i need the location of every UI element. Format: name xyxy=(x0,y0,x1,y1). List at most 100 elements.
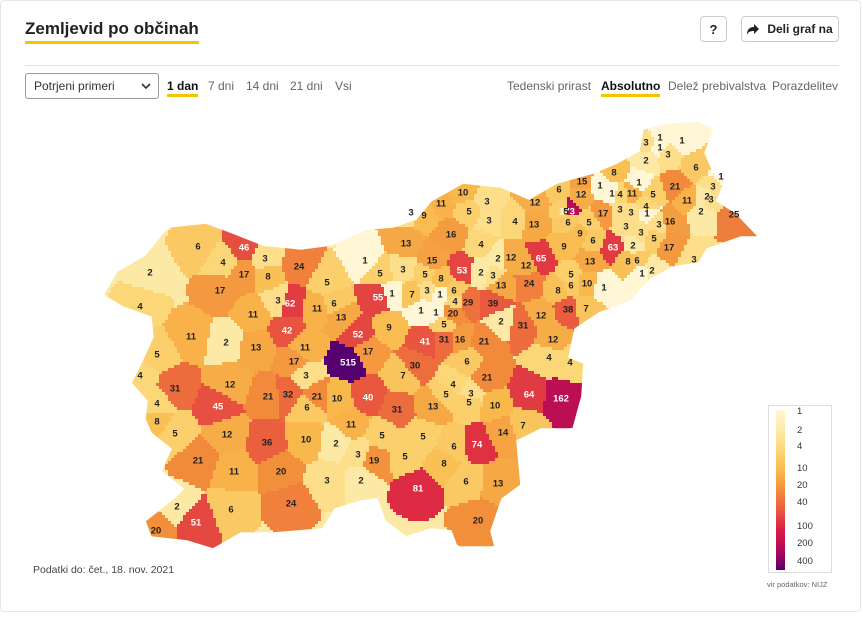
municipality-cell xyxy=(150,155,154,159)
view-tab-absolutno[interactable]: Absolutno xyxy=(601,79,661,97)
municipality-cell xyxy=(501,116,504,119)
municipality-cell xyxy=(129,140,133,144)
municipality-cell xyxy=(114,116,117,119)
municipality-cell xyxy=(138,137,142,141)
municipality-cell xyxy=(735,170,739,174)
municipality-cell xyxy=(246,143,250,147)
municipality-cell xyxy=(324,125,328,129)
municipality-cell xyxy=(177,121,181,123)
municipality-cell xyxy=(243,121,247,123)
municipality-cell xyxy=(162,176,166,180)
municipality-cell xyxy=(699,158,703,162)
period-tab-14-dni[interactable]: 14 dni xyxy=(246,79,279,93)
municipality-cell xyxy=(177,146,181,150)
municipality-cell xyxy=(96,140,99,143)
view-tab-porazdelitev[interactable]: Porazdelitev xyxy=(772,79,838,93)
municipality-cell xyxy=(546,116,549,119)
municipality-cell xyxy=(702,164,706,168)
municipality-cell xyxy=(387,128,391,132)
municipality-cell xyxy=(339,116,342,119)
municipality-cell xyxy=(450,161,454,165)
municipality-cell xyxy=(561,121,565,123)
municipality-cell xyxy=(111,182,115,186)
municipality-cell xyxy=(201,134,205,138)
municipality-cell xyxy=(243,137,247,141)
municipality-cell xyxy=(501,155,505,159)
municipality-cell xyxy=(387,161,391,165)
municipality-cell xyxy=(381,140,385,144)
municipality-cell xyxy=(138,173,142,177)
municipality-cell xyxy=(420,131,424,135)
period-tab-21-dni[interactable]: 21 dni xyxy=(290,79,323,93)
municipality-cell xyxy=(261,137,265,141)
municipality-cell xyxy=(447,152,451,156)
municipality-cell xyxy=(366,167,370,171)
municipality-cell xyxy=(735,149,739,153)
municipality-cell xyxy=(699,131,703,135)
municipality-cell xyxy=(150,179,154,183)
municipality-cell xyxy=(693,122,697,126)
municipality-cell xyxy=(351,161,355,165)
municipality-cell xyxy=(204,128,208,132)
metric-select[interactable]: Potrjeni primeri xyxy=(25,73,159,99)
municipality-cell xyxy=(393,167,397,171)
municipality-cell xyxy=(198,125,202,129)
municipality-cell xyxy=(234,149,238,153)
municipality-cell xyxy=(720,134,724,138)
municipality-cell xyxy=(426,176,430,180)
municipality-cell xyxy=(186,149,190,153)
municipality-cell xyxy=(612,134,616,138)
municipality-cell xyxy=(339,121,343,123)
municipality-cell xyxy=(612,152,616,156)
municipality-cell xyxy=(738,143,742,147)
municipality-cell xyxy=(294,116,297,119)
view-tab-delez-prebivalstva[interactable]: Delež prebivalstva xyxy=(668,79,766,93)
municipality-cell xyxy=(630,131,634,135)
municipality-cell xyxy=(357,140,361,144)
municipality-cell xyxy=(699,152,703,156)
municipality-cell xyxy=(453,125,457,129)
period-tab-1-dan[interactable]: 1 dan xyxy=(167,79,199,97)
municipality-cell xyxy=(174,179,178,183)
period-tab-vsi[interactable]: Vsi xyxy=(335,79,352,93)
period-tab-7-dni[interactable]: 7 dni xyxy=(208,79,234,93)
municipality-cell xyxy=(594,116,597,119)
share-button[interactable]: Deli graf na xyxy=(741,16,839,42)
municipality-cell xyxy=(273,137,277,141)
municipality-cell xyxy=(564,116,567,119)
municipality-cell xyxy=(381,134,385,138)
municipality-cell xyxy=(588,121,592,123)
municipality-cell xyxy=(654,179,658,183)
municipality-cell xyxy=(141,161,145,165)
municipality-cell xyxy=(123,158,127,162)
municipality-cell xyxy=(624,121,628,123)
municipality-cell xyxy=(189,152,193,156)
municipality-cell xyxy=(570,179,574,183)
view-tab-tedenski-prirast[interactable]: Tedenski prirast xyxy=(507,79,591,93)
municipality-cell xyxy=(387,179,391,183)
municipality-cell xyxy=(462,134,466,138)
municipality-cell xyxy=(483,179,487,183)
municipality-cell xyxy=(750,134,754,138)
municipality-cell xyxy=(363,167,367,171)
municipality-cell xyxy=(672,173,676,177)
municipality-cell xyxy=(498,125,502,129)
municipality-cell xyxy=(591,173,595,177)
municipality-cell xyxy=(177,164,181,168)
municipality-cell xyxy=(717,131,721,135)
municipality-cell xyxy=(141,164,145,168)
municipality-cell xyxy=(180,128,184,132)
municipality-cell xyxy=(600,176,604,180)
help-button[interactable]: ? xyxy=(700,16,727,42)
municipality-cell xyxy=(672,179,676,183)
municipality-cell xyxy=(264,128,268,132)
municipality-cell xyxy=(756,125,759,129)
municipality-cell xyxy=(570,131,574,135)
municipality-cell xyxy=(483,125,487,129)
municipality-cell xyxy=(588,155,592,159)
municipality-cell xyxy=(216,173,220,177)
municipality-cell xyxy=(342,125,346,129)
municipality-cell xyxy=(588,125,592,129)
municipality-cell xyxy=(621,128,625,132)
